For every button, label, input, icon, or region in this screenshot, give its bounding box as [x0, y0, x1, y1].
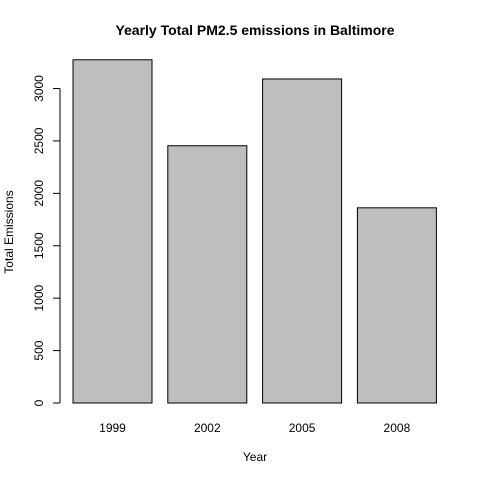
chart-title: Yearly Total PM2.5 emissions in Baltimor… [115, 22, 394, 38]
x-axis-label: Year [243, 450, 267, 464]
y-tick-label-500: 500 [32, 340, 46, 360]
y-axis-label: Total Emissions [2, 190, 16, 273]
y-tick-label-3000: 3000 [32, 75, 46, 102]
x-tick-label-2005: 2005 [289, 421, 316, 435]
y-tick-label-1000: 1000 [32, 285, 46, 312]
bars-group [72, 59, 437, 404]
y-tick-label-1500: 1500 [32, 232, 46, 259]
bar-2005 [262, 78, 343, 404]
bar-2008 [356, 207, 437, 404]
x-tick-label-2008: 2008 [384, 421, 411, 435]
bar-1999 [72, 59, 153, 404]
x-tick-label-2002: 2002 [194, 421, 221, 435]
x-tick-label-1999: 1999 [99, 421, 126, 435]
y-tick-label-0: 0 [32, 399, 46, 406]
bar-2002 [167, 145, 248, 404]
y-axis: 0 500 1000 1500 2000 2500 3000 [32, 75, 61, 406]
x-tick-labels: 1999 2002 2005 2008 [99, 421, 410, 435]
y-tick-label-2000: 2000 [32, 180, 46, 207]
y-tick-label-2500: 2500 [32, 127, 46, 154]
